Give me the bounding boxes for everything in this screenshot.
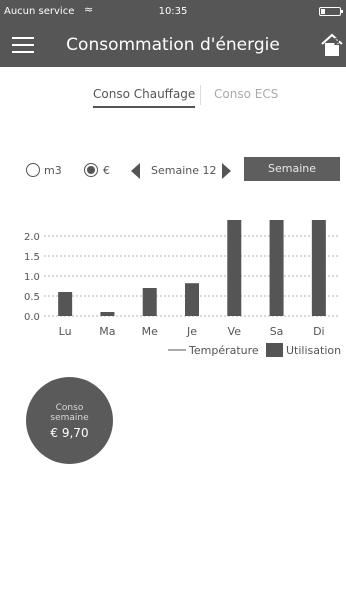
bar-ma	[100, 312, 115, 316]
x-tick-label: Ve	[228, 325, 242, 338]
tab-conso-chauffage[interactable]: Conso Chauffage	[93, 87, 196, 108]
home-badge: 2	[333, 37, 341, 48]
legend-utilisation-label: Utilisation	[286, 344, 341, 357]
home-icon[interactable]	[320, 32, 344, 58]
bar-me	[142, 288, 157, 316]
wifi-icon: ≈	[84, 3, 94, 16]
legend-utilisation-swatch	[266, 343, 283, 357]
bar-je	[185, 283, 199, 316]
status-bar: Aucun service ≈ 10:35	[0, 0, 346, 24]
chart-svg: 0.0 0.5 1.0 1.5 2.0 Lu Ma Me Je Ve Sa Di Température…	[24, 220, 341, 357]
x-tick-label: Me	[142, 325, 158, 338]
tab-bar: Conso Chauffage Conso ECS	[0, 85, 346, 109]
x-tick-label: Sa	[270, 325, 284, 338]
x-tick-label: Lu	[59, 325, 72, 338]
y-tick-label: 2.0	[24, 232, 40, 243]
chart-controls: m3 € Semaine 12 Semaine	[0, 157, 346, 185]
y-tick-label: 1.5	[24, 252, 40, 263]
legend-temperature-label: Température	[188, 344, 259, 357]
tab-label: Conso ECS	[214, 87, 279, 101]
summary-label-line2: semaine	[50, 413, 89, 423]
bar-lu	[58, 292, 73, 316]
tab-conso-ecs[interactable]: Conso ECS	[214, 87, 278, 101]
weekly-consumption-summary: Conso semaine € 9,70	[26, 377, 113, 464]
summary-value: € 9,70	[50, 426, 89, 440]
y-tick-label: 0.0	[24, 312, 40, 323]
summary-label: Conso semaine	[26, 403, 113, 423]
unit-radio-euro[interactable]	[84, 163, 98, 177]
next-week-arrow-icon[interactable]	[222, 163, 231, 179]
y-tick-label: 1.0	[24, 272, 40, 283]
bar-di	[311, 220, 326, 316]
unit-label-euro: €	[103, 164, 110, 177]
week-label: Semaine 12	[151, 164, 217, 177]
bar-ve	[227, 220, 242, 316]
tab-divider	[200, 85, 201, 105]
carrier-label: Aucun service	[4, 6, 75, 17]
previous-week-arrow-icon[interactable]	[131, 163, 140, 179]
x-tick-label: Ma	[99, 325, 115, 338]
status-time: 10:35	[158, 6, 188, 17]
unit-label-m3: m3	[44, 164, 62, 177]
bar-sa	[269, 220, 284, 316]
nav-bar: Consommation d'énergie 2	[0, 24, 346, 67]
period-select-button[interactable]: Semaine	[244, 157, 340, 181]
x-tick-label: Di	[313, 325, 325, 338]
battery-icon	[319, 7, 343, 16]
tab-label: Conso Chauffage	[93, 87, 196, 101]
active-tab-indicator	[93, 106, 196, 108]
unit-radio-m3[interactable]	[26, 163, 40, 177]
consumption-chart: 0.0 0.5 1.0 1.5 2.0 Lu Ma Me Je Ve Sa Di Température…	[0, 200, 346, 370]
y-tick-label: 0.5	[24, 292, 40, 303]
page-title: Consommation d'énergie	[66, 35, 280, 55]
summary-label-line1: Conso	[55, 403, 84, 413]
x-tick-label: Je	[186, 325, 197, 338]
menu-icon[interactable]	[12, 37, 34, 53]
